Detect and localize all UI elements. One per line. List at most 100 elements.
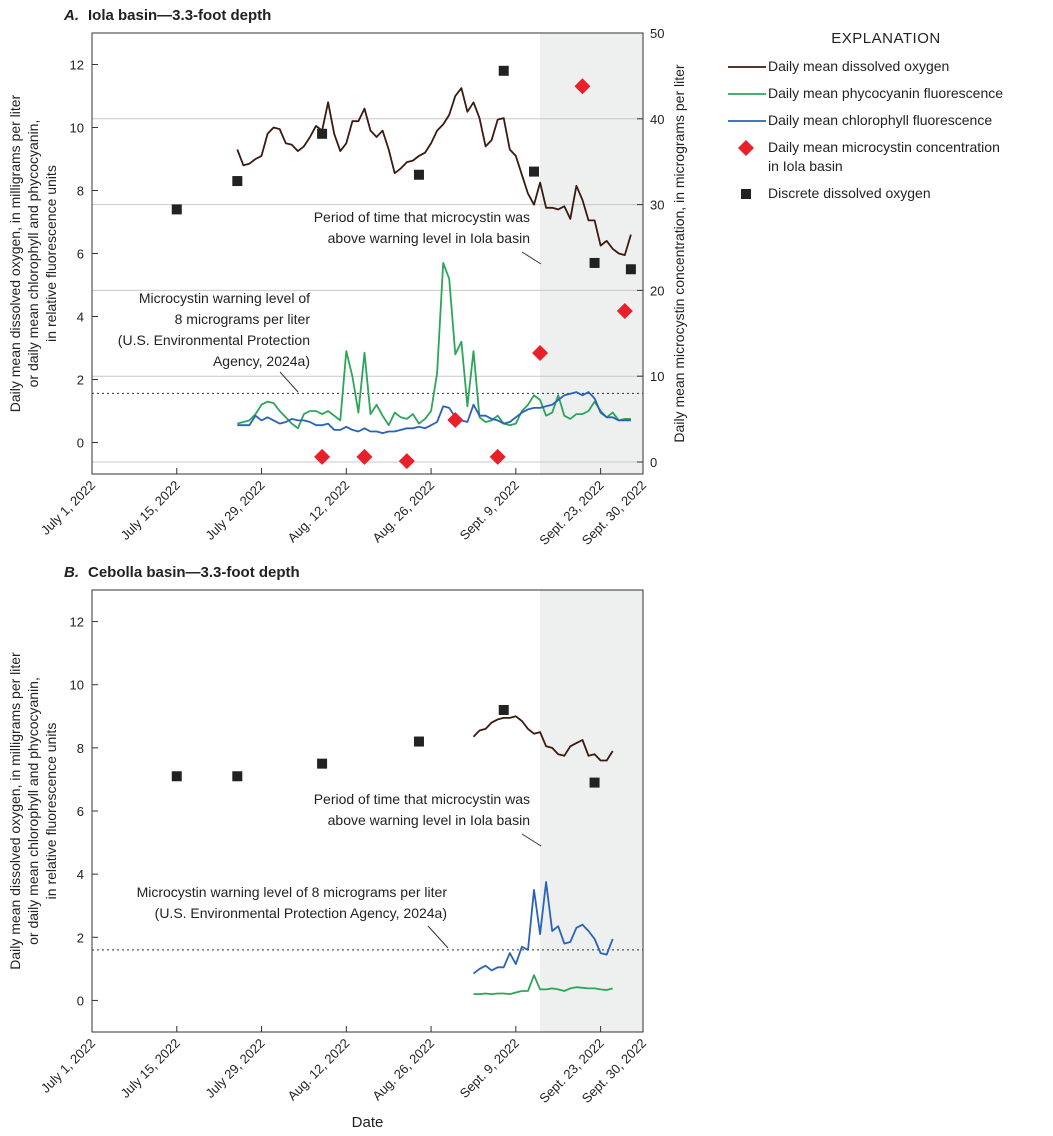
legend-swatch [738, 140, 754, 156]
legend-label: Daily mean microcystin concentration in … [768, 139, 1000, 174]
legend-label: Daily mean dissolved oxygen [768, 58, 950, 74]
diamond-marker [489, 448, 506, 465]
y2-axis-label: Daily mean microcystin concentration, in… [671, 64, 687, 442]
series-line [472, 881, 614, 975]
square-marker [171, 204, 182, 215]
y-tick-label: 0 [77, 993, 84, 1008]
annotation-leader [279, 371, 299, 393]
annotation: Agency, 2024a) [213, 353, 310, 369]
annotation: Period of time that microcystin was [314, 209, 530, 225]
square-marker [589, 257, 600, 268]
legend-title: EXPLANATION [831, 30, 941, 47]
x-axis-label: Date [352, 1114, 384, 1131]
annotation-leader [521, 833, 542, 847]
annotation: 8 micrograms per liter [175, 311, 311, 327]
legend-swatch [728, 66, 766, 68]
diamond-marker [447, 411, 464, 428]
diamond-marker [314, 448, 331, 465]
panel: 0 2 4 6 8 10 12 July 1, 2022 July 15, 2022 July 2… [7, 564, 649, 1131]
x-tick-label: July 1, 2022 [38, 1036, 98, 1096]
series-line [237, 262, 631, 430]
legend-item: Daily mean microcystin concentration in … [722, 138, 1050, 176]
square-marker [171, 771, 182, 782]
annotation: above warning level in Iola basin [328, 230, 530, 246]
square-marker [498, 704, 509, 715]
y-tick-label: 4 [77, 867, 84, 882]
y-tick-label: 6 [77, 247, 84, 262]
diamond-marker [574, 78, 591, 95]
x-tick-label: Sept. 9, 2022 [457, 1036, 522, 1101]
y-axis-label: Daily mean dissolved oxygen, in milligra… [7, 652, 23, 970]
x-tick-label: July 15, 2022 [118, 478, 183, 543]
square-marker [317, 128, 328, 139]
panel: 0 2 4 6 8 10 12 0 10 20 30 40 50 July 1, 2022 July 15,… [7, 7, 687, 548]
legend-label: Daily mean phycocyanin fluorescence [768, 85, 1004, 101]
annotation: Period of time that microcystin was [314, 791, 530, 807]
annotation: (U.S. Environmental Protection [118, 332, 310, 348]
square-marker [413, 169, 424, 180]
y-tick-label: 12 [70, 615, 84, 630]
x-tick-label: Aug. 26, 2022 [369, 1036, 437, 1104]
annotation: (U.S. Environmental Protection Agency, 2… [155, 905, 447, 921]
panel-letter: A. [63, 7, 79, 24]
annotation-leader [521, 251, 542, 265]
diamond-marker [398, 453, 415, 470]
legend: EXPLANATION Daily mean dissolved oxygen D… [722, 30, 1050, 211]
y-tick-label: 10 [70, 121, 84, 136]
legend-item: Daily mean chlorophyll fluorescence [722, 111, 1050, 130]
y2-tick-label: 50 [650, 26, 664, 41]
panel-title: Cebolla basin—3.3-foot depth [88, 564, 300, 581]
y-tick-label: 2 [77, 373, 84, 388]
shaded-period [540, 590, 643, 1032]
y-tick-label: 2 [77, 930, 84, 945]
x-tick-label: Aug. 12, 2022 [285, 1036, 353, 1104]
square-marker [232, 771, 243, 782]
panel-title: Iola basin—3.3-foot depth [88, 7, 271, 24]
series-line [473, 974, 613, 995]
y-tick-label: 8 [77, 741, 84, 756]
y-tick-label: 6 [77, 804, 84, 819]
x-tick-label: Aug. 12, 2022 [285, 478, 353, 546]
square-marker [413, 736, 424, 747]
legend-item: Daily mean dissolved oxygen [722, 57, 1050, 76]
diamond-marker [356, 448, 373, 465]
y-tick-label: 0 [77, 436, 84, 451]
square-marker [741, 189, 751, 199]
y-axis-label: in relative fluorescence units [43, 723, 59, 900]
x-tick-label: Aug. 26, 2022 [369, 478, 437, 546]
y2-tick-label: 10 [650, 369, 664, 384]
annotation: Microcystin warning level of [139, 290, 310, 306]
y-tick-label: 10 [70, 678, 84, 693]
x-tick-label: Sept. 9, 2022 [457, 478, 522, 543]
y2-tick-label: 20 [650, 283, 664, 298]
legend-swatch [728, 93, 766, 95]
y-axis-label: in relative fluorescence units [43, 165, 59, 342]
y-tick-label: 8 [77, 184, 84, 199]
legend-label: Discrete dissolved oxygen [768, 185, 931, 201]
y2-tick-label: 40 [650, 112, 664, 127]
y-axis-label: Daily mean dissolved oxygen, in milligra… [7, 94, 23, 412]
y-tick-label: 12 [70, 58, 84, 73]
annotation-leader [427, 925, 449, 949]
series-line [472, 715, 614, 762]
series-line [236, 87, 632, 256]
x-tick-label: July 15, 2022 [118, 1036, 183, 1101]
x-tick-label: July 1, 2022 [38, 478, 98, 538]
diamond-marker [616, 302, 633, 319]
square-marker [317, 758, 328, 769]
y2-tick-label: 30 [650, 198, 664, 213]
x-tick-label: July 29, 2022 [202, 478, 267, 543]
annotation: Microcystin warning level of 8 microgram… [137, 884, 448, 900]
y-axis-label: or daily mean chlorophyll and phycocyani… [25, 677, 41, 945]
panel-letter: B. [64, 564, 79, 581]
square-marker [232, 176, 243, 187]
legend-item: Daily mean phycocyanin fluorescence [722, 84, 1050, 103]
y-tick-label: 4 [77, 310, 84, 325]
square-marker [529, 166, 540, 177]
annotation: above warning level in Iola basin [328, 812, 530, 828]
legend-item: Discrete dissolved oxygen [722, 184, 1050, 203]
diamond-marker [532, 345, 549, 362]
square-marker [589, 777, 600, 788]
legend-swatch [728, 120, 766, 122]
